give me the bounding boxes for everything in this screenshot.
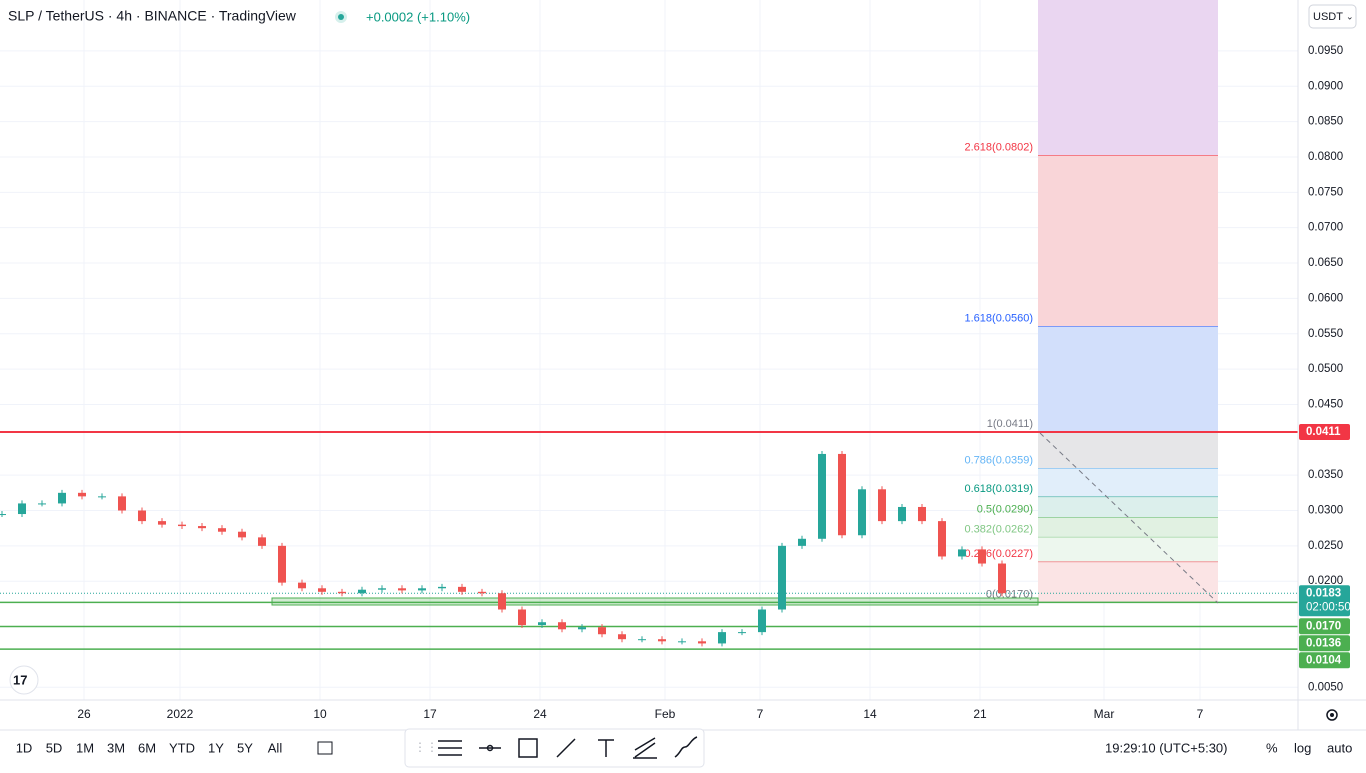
fib-zone — [1038, 537, 1218, 563]
timeframe-button[interactable]: 1Y — [208, 740, 224, 755]
candle — [0, 514, 6, 516]
price-badge — [1299, 618, 1350, 635]
x-tick-label: 21 — [973, 707, 987, 721]
fib-zone — [1038, 155, 1218, 327]
fib-zone — [1038, 468, 1218, 498]
fib-label: 0.5(0.0290) — [977, 503, 1033, 515]
y-tick-label: 0.0600 — [1308, 292, 1343, 304]
x-tick-label: 14 — [863, 707, 877, 721]
y-tick-label: 0.0500 — [1308, 363, 1343, 375]
fib-zone — [1038, 0, 1218, 156]
timeframe-button[interactable]: YTD — [169, 740, 195, 755]
log-toggle[interactable]: log — [1294, 740, 1311, 755]
tool-fib[interactable] — [633, 737, 657, 759]
candles — [0, 450, 1006, 647]
fib-zone — [1038, 326, 1218, 433]
price-badge-label: 0.0104 — [1306, 654, 1342, 666]
y-tick-label: 0.0300 — [1308, 505, 1343, 517]
price-lines — [0, 431, 1298, 650]
y-tick-label: 0.0450 — [1308, 398, 1343, 410]
price-badges: 0.0411 0.0183 02:00:50 0.0170 0.0136 0.0104 — [1299, 424, 1351, 669]
timeframe-button[interactable]: 5Y — [237, 740, 253, 755]
fib-extension: 2.618(0.0802) 1.618(0.0560) 1(0.0411) 0.786… — [965, 0, 1218, 603]
price-badge — [1299, 652, 1350, 669]
y-tick-label: 0.0050 — [1308, 681, 1343, 693]
fib-zone — [1038, 562, 1218, 603]
price-badge-label: 0.0136 — [1306, 637, 1341, 649]
price-badge — [1299, 424, 1350, 441]
price-badge-label: 0.0183 — [1306, 587, 1341, 599]
countdown: 02:00:50 — [1306, 601, 1351, 613]
x-tick-label: Feb — [655, 707, 676, 721]
fib-label: 0(0.0170) — [986, 588, 1033, 600]
tool-lines[interactable] — [438, 740, 462, 756]
price-badge-label: 0.0170 — [1306, 620, 1341, 632]
x-tick-label: 26 — [77, 707, 91, 721]
fib-zone — [1038, 432, 1218, 469]
x-tick-label: 24 — [533, 707, 547, 721]
symbol-title: SLP / TetherUS · 4h · BINANCE · TradingV… — [8, 8, 297, 24]
price-badge — [1299, 635, 1350, 652]
y-tick-label: 0.0650 — [1308, 257, 1343, 269]
compare-icon[interactable] — [317, 741, 333, 755]
tool-text[interactable] — [598, 739, 614, 757]
x-axis: 26 2022 10 17 24 Feb 7 14 21 Mar 7 — [77, 707, 1203, 721]
x-tick-label: 7 — [1197, 707, 1204, 721]
svg-text:17: 17 — [13, 672, 27, 687]
currency-button[interactable] — [1308, 4, 1357, 29]
x-tick-label: 10 — [313, 707, 327, 721]
clock: 19:29:10 (UTC+5:30) — [1105, 740, 1227, 755]
x-tick-label: 17 — [423, 707, 437, 721]
fib-label: 0.236(0.0227) — [965, 548, 1034, 560]
y-axis: 0.0950 0.0900 0.0850 0.0800 0.0750 0.0700 0.06… — [1308, 45, 1343, 693]
timeframe-button[interactable]: All — [268, 740, 283, 755]
timeframes: 1D 5D 1M 3M 6M YTD 1Y 5Y All — [16, 740, 283, 755]
logo: 17 — [9, 665, 39, 695]
x-tick-label: 7 — [757, 707, 764, 721]
fib-label: 1.618(0.0560) — [965, 313, 1034, 325]
tool-rect[interactable] — [518, 738, 538, 758]
currency[interactable]: USDT — [1313, 11, 1343, 23]
range-box — [271, 597, 1039, 606]
y-tick-label: 0.0950 — [1308, 45, 1343, 57]
auto-toggle[interactable]: auto — [1327, 740, 1352, 755]
drawing-tools: ⋮⋮ — [404, 728, 705, 768]
dropdown-arrow: ⌄ — [1346, 11, 1354, 21]
fib-label: 0.382(0.0262) — [965, 523, 1034, 535]
tool-trend[interactable] — [556, 738, 576, 758]
timeframe-button[interactable]: 1D — [16, 740, 33, 755]
fib-label: 0.786(0.0359) — [965, 455, 1034, 467]
y-tick-label: 0.0700 — [1308, 222, 1343, 234]
timeframe-button[interactable]: 5D — [46, 740, 63, 755]
price-badge — [1299, 585, 1350, 617]
y-tick-label: 0.0200 — [1308, 575, 1343, 587]
timeframe-button[interactable]: 1M — [76, 740, 94, 755]
fib-label: 0.618(0.0319) — [965, 483, 1034, 495]
x-tick-label: 2022 — [167, 707, 194, 721]
percent-toggle[interactable]: % — [1266, 740, 1278, 755]
settings-icon[interactable] — [1326, 709, 1338, 721]
y-tick-label: 0.0850 — [1308, 116, 1343, 128]
y-tick-label: 0.0350 — [1308, 469, 1343, 481]
x-tick-label: Mar — [1094, 707, 1115, 721]
y-tick-label: 0.0900 — [1308, 80, 1343, 92]
price-badge-label: 0.0411 — [1306, 426, 1341, 438]
tool-hline-dot[interactable] — [486, 744, 494, 752]
timeframe-button[interactable]: 6M — [138, 740, 156, 755]
y-tick-label: 0.0800 — [1308, 151, 1343, 163]
y-tick-label: 0.0250 — [1308, 540, 1343, 552]
grip: ⋮⋮ — [414, 740, 438, 754]
fib-zone — [1038, 517, 1218, 538]
status-dot — [338, 14, 344, 20]
y-tick-label: 0.0750 — [1308, 186, 1343, 198]
price-change: +0.0002 (+1.10%) — [366, 9, 470, 24]
fib-label: 1(0.0411) — [987, 418, 1033, 430]
fib-label: 2.618(0.0802) — [965, 141, 1034, 153]
timeframe-button[interactable]: 3M — [107, 740, 125, 755]
fib-zone — [1038, 497, 1218, 518]
tool-brush[interactable] — [674, 736, 698, 758]
y-tick-label: 0.0550 — [1308, 328, 1343, 340]
